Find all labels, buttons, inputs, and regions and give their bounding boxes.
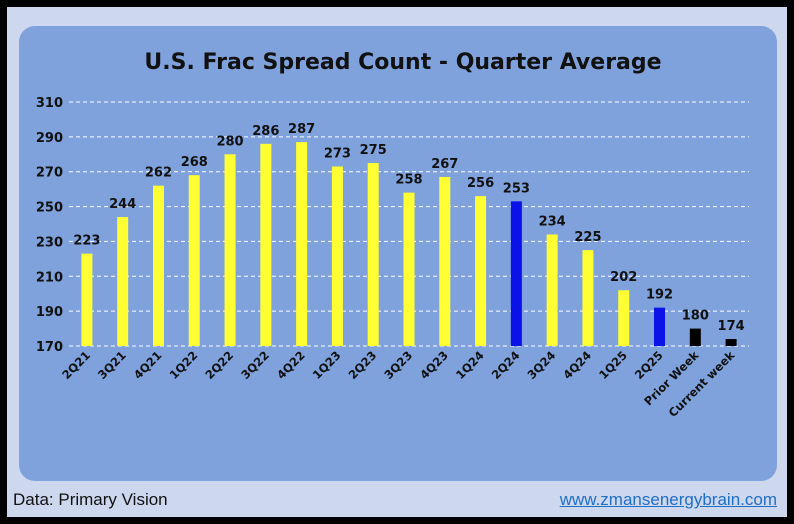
x-tick-label: 4Q23 (417, 348, 451, 382)
y-tick-label: 230 (36, 235, 63, 250)
x-tick-label: 2Q22 (202, 348, 236, 382)
bar-3q24 (546, 234, 558, 346)
x-tick-label: 1Q23 (310, 348, 344, 382)
bar-3q22 (260, 143, 272, 346)
data-label: 225 (574, 230, 601, 245)
data-label: 234 (539, 214, 566, 229)
chart-frame: U.S. Frac Spread Count - Quarter Average… (7, 7, 787, 517)
x-tick-label: 4Q21 (131, 348, 165, 382)
x-tick-label: 2Q24 (489, 348, 523, 382)
bar-1q24 (475, 196, 487, 346)
x-tick-label: 4Q24 (560, 348, 594, 382)
data-label: 258 (395, 173, 422, 188)
bar-4q22 (296, 142, 308, 346)
y-tick-label: 290 (36, 131, 63, 146)
x-tick-label: 1Q22 (167, 348, 201, 382)
bar-4q23 (439, 176, 451, 346)
data-label: 262 (145, 166, 172, 181)
data-label: 174 (718, 319, 745, 334)
y-tick-label: 270 (36, 166, 63, 181)
bar-2q24 (510, 201, 522, 346)
data-label: 253 (503, 181, 530, 196)
x-tick-label: 1Q25 (596, 348, 630, 382)
data-label: 287 (288, 122, 315, 137)
chart-title: U.S. Frac Spread Count - Quarter Average (144, 50, 661, 75)
data-label: 244 (109, 197, 136, 212)
bar-4q24 (582, 250, 594, 346)
y-tick-label: 310 (36, 96, 63, 111)
data-label: 267 (431, 157, 458, 172)
x-tick-label: 4Q22 (274, 348, 308, 382)
bar-1q25 (618, 290, 630, 346)
bar-2q22 (224, 154, 236, 346)
website-link[interactable]: www.zmansenergybrain.com (559, 490, 777, 509)
x-tick-label: 2Q21 (59, 348, 93, 382)
y-tick-label: 170 (36, 340, 63, 355)
bar-1q22 (188, 175, 200, 346)
bar-1q23 (331, 166, 343, 346)
bar-2q25 (654, 307, 666, 346)
data-label: 286 (252, 124, 279, 139)
data-label: 280 (216, 134, 243, 149)
data-source-label: Data: Primary Vision (13, 490, 168, 509)
y-tick-label: 210 (36, 270, 63, 285)
x-tick-label: 3Q23 (381, 348, 415, 382)
x-tick-label: 3Q22 (238, 348, 272, 382)
bar-4q21 (152, 185, 164, 346)
bar-3q21 (117, 217, 129, 346)
bar-prior-week (689, 328, 701, 346)
bar-chart: U.S. Frac Spread Count - Quarter Average… (36, 50, 749, 420)
data-label: 223 (73, 234, 100, 249)
data-label: 256 (467, 176, 494, 191)
x-tick-label: Current week (666, 348, 738, 420)
x-tick-label: 3Q24 (524, 348, 558, 382)
x-tick-label: 2Q23 (346, 348, 380, 382)
data-label: 273 (324, 146, 351, 161)
x-tick-label: 2Q25 (632, 348, 666, 382)
x-tick-label: 1Q24 (453, 348, 487, 382)
y-tick-label: 190 (36, 305, 63, 320)
data-label: 192 (646, 288, 673, 303)
bar-current-week (725, 339, 737, 346)
bar-2q21 (81, 253, 93, 346)
bar-2q23 (367, 163, 379, 346)
x-tick-label: 3Q21 (95, 348, 129, 382)
data-label: 180 (682, 309, 709, 324)
bar-3q23 (403, 192, 415, 346)
data-label: 268 (181, 155, 208, 170)
data-label: 275 (360, 143, 387, 158)
data-label: 202 (610, 270, 637, 285)
y-tick-label: 250 (36, 201, 63, 216)
